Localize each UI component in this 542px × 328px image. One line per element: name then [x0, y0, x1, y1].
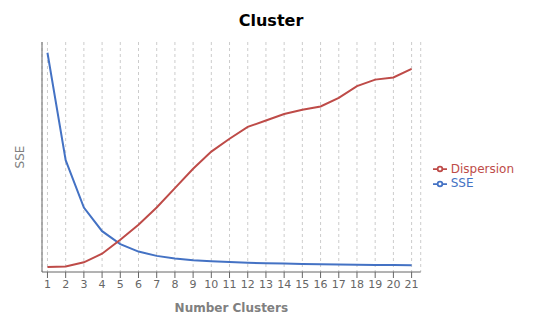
svg-text:20: 20 — [386, 278, 400, 291]
svg-text:3: 3 — [80, 278, 87, 291]
svg-text:16: 16 — [314, 278, 328, 291]
svg-text:17: 17 — [332, 278, 346, 291]
svg-text:8: 8 — [171, 278, 178, 291]
svg-text:7: 7 — [153, 278, 160, 291]
svg-text:1: 1 — [44, 278, 51, 291]
html-text:SSE: SSE — [450, 176, 474, 190]
svg-text:21: 21 — [405, 278, 419, 291]
svg-text:19: 19 — [368, 278, 382, 291]
svg-text:SSE: SSE — [13, 146, 27, 169]
svg-text:14: 14 — [277, 278, 291, 291]
html-text:Dispersion: Dispersion — [450, 161, 514, 176]
svg-text:Number Clusters: Number Clusters — [175, 301, 288, 315]
svg-text:6: 6 — [135, 278, 142, 291]
svg-text:15: 15 — [295, 278, 309, 291]
svg-text:2: 2 — [62, 278, 69, 291]
svg-text:11: 11 — [223, 278, 237, 291]
svg-text:9: 9 — [190, 278, 197, 291]
svg-text:13: 13 — [259, 278, 273, 291]
svg-text:10: 10 — [204, 278, 218, 291]
svg-text:18: 18 — [350, 278, 364, 291]
svg-text:12: 12 — [241, 278, 255, 291]
svg-text:5: 5 — [117, 278, 124, 291]
html-text:Cluster: Cluster — [238, 11, 304, 30]
svg-text:4: 4 — [99, 278, 106, 291]
